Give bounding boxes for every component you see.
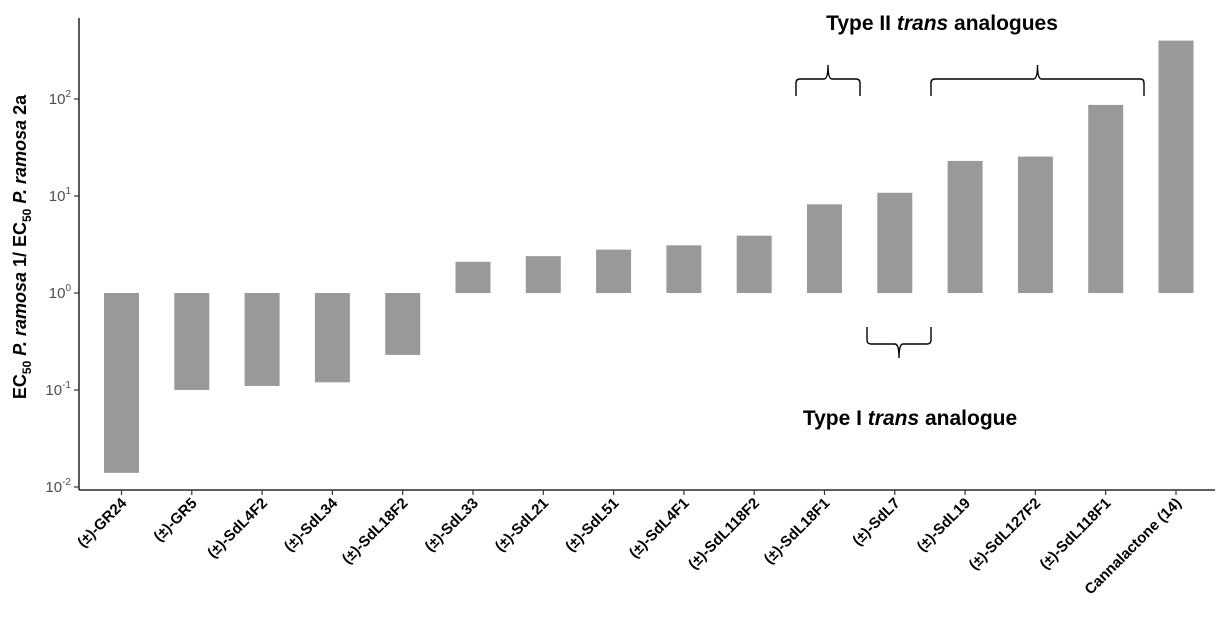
bar [947, 160, 983, 293]
x-tick-label: (±)-SdL118F2 [685, 495, 763, 573]
bar [104, 293, 139, 473]
bar [244, 293, 280, 386]
bar [877, 192, 913, 293]
x-tick-label: (±)-GR24 [74, 494, 131, 551]
bar [455, 261, 491, 293]
y-tick-label: 10-2 [45, 477, 71, 496]
x-tick-label: (±)-SdL21 [492, 495, 552, 555]
curly-bracket [866, 327, 932, 359]
bar [807, 204, 842, 293]
annotations: Type II trans analogues Type I trans anal… [795, 12, 1145, 430]
y-tick-label: 10-1 [45, 380, 71, 399]
y-axis: 10-2 10-1 100 101 102 [45, 18, 80, 496]
x-tick-label: (±)-SdL33 [422, 495, 482, 555]
y-tick-label: 102 [49, 89, 72, 108]
x-axis: (±)-GR24 (±)-GR5 (±)-SdL4F2 (±)-SdL34(±)-Sd… [74, 489, 1215, 598]
bars [104, 40, 1194, 473]
type-i-annotation: Type I trans analogue [803, 407, 1017, 430]
x-tick-label: (±)-SdL118F1 [1037, 495, 1115, 573]
bar [385, 293, 421, 355]
type-ii-annotation: Type II trans analogues [826, 12, 1058, 35]
x-tick-label: (±)-SdL51 [562, 495, 622, 555]
x-tick-label: (±)-SdL7 [849, 495, 903, 549]
x-tick-label: (±)-SdL19 [914, 495, 974, 555]
bar [1088, 104, 1124, 293]
x-tick-label: (±)-SdL4F2 [204, 495, 271, 562]
y-tick-label: 100 [49, 283, 72, 302]
x-tick-label: (±)-SdL18F2 [339, 495, 412, 568]
x-tick-label: (±)-SdL34 [281, 494, 342, 555]
x-tick-label: (±)-SdL127F2 [966, 495, 1045, 574]
bar [314, 293, 350, 383]
bar [174, 293, 210, 390]
bar [525, 256, 561, 293]
x-tick-label: (±)-SdL18F1 [761, 495, 834, 568]
bar [666, 245, 702, 293]
bar [1017, 156, 1053, 293]
y-axis-label: EC50 P. ramosa 1/ EC50 P. ramosa 2a [10, 94, 34, 399]
bar [596, 249, 632, 293]
y-tick-label: 101 [49, 186, 72, 205]
x-tick-label: (±)-GR5 [150, 495, 200, 545]
curly-bracket [930, 64, 1145, 96]
x-tick-label: (±)-SdL4F1 [626, 495, 693, 562]
curly-bracket [795, 64, 861, 96]
bar [736, 235, 772, 293]
bar [1158, 40, 1194, 293]
